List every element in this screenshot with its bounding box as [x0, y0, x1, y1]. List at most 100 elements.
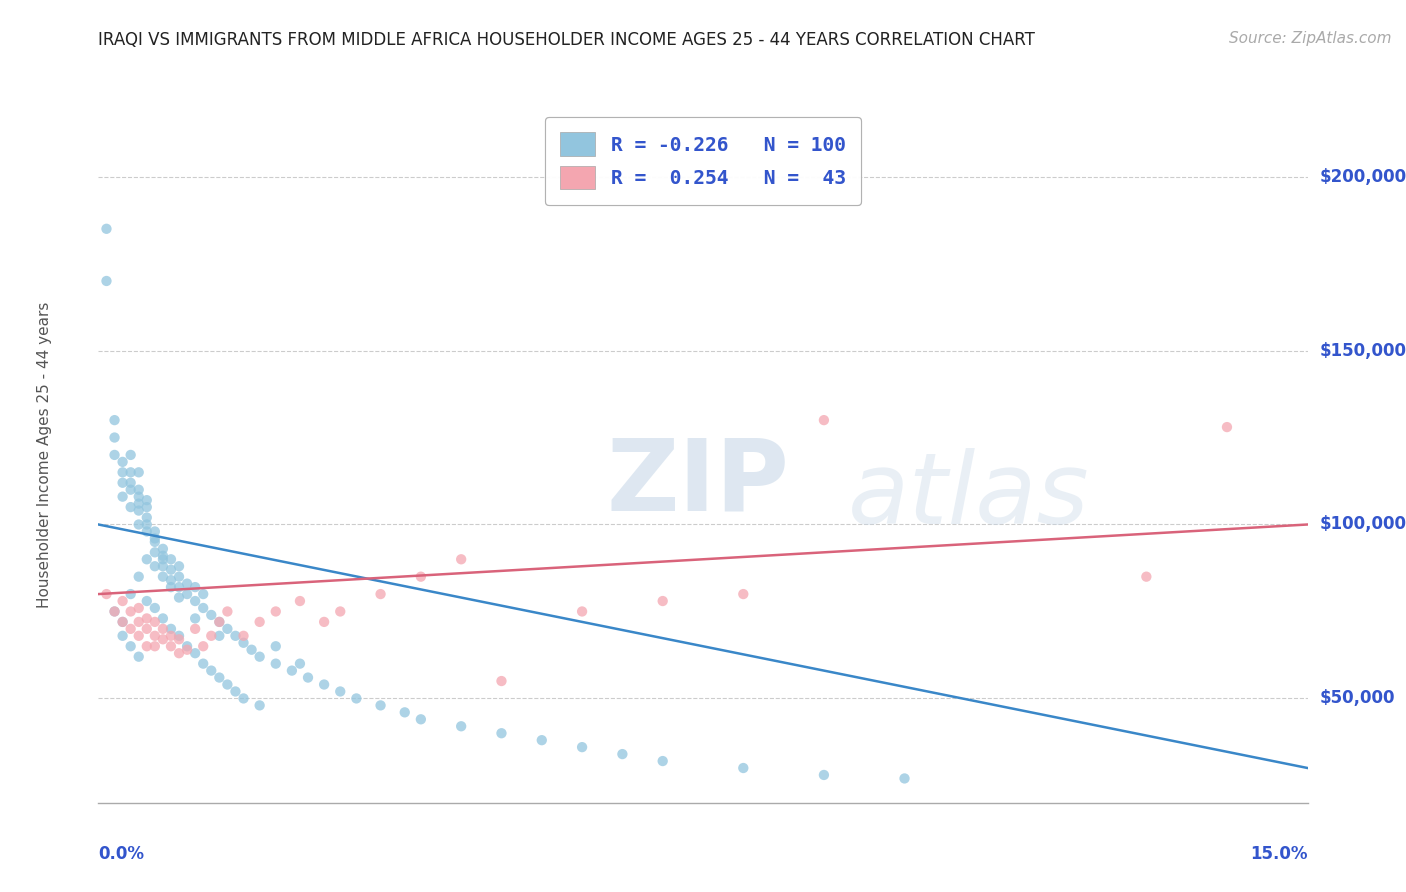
Point: [167, 559, 190, 574]
Point: [152, 559, 174, 574]
Point: [651, 754, 673, 768]
Point: [167, 629, 190, 643]
Point: [128, 517, 150, 532]
Point: [813, 768, 835, 782]
Point: [184, 594, 207, 608]
Point: [264, 605, 287, 619]
Point: [200, 629, 222, 643]
Point: [1216, 420, 1239, 434]
Point: [135, 493, 157, 508]
Point: [530, 733, 553, 747]
Point: [143, 545, 166, 559]
Point: [288, 594, 311, 608]
Point: [96, 587, 118, 601]
Point: [329, 684, 352, 698]
Point: [120, 500, 142, 514]
Text: 15.0%: 15.0%: [1250, 845, 1308, 863]
Point: [143, 615, 166, 629]
Point: [232, 691, 254, 706]
Text: IRAQI VS IMMIGRANTS FROM MIDDLE AFRICA HOUSEHOLDER INCOME AGES 25 - 44 YEARS COR: IRAQI VS IMMIGRANTS FROM MIDDLE AFRICA H…: [98, 31, 1035, 49]
Point: [176, 642, 198, 657]
Point: [184, 611, 207, 625]
Point: [128, 615, 150, 629]
Point: [167, 632, 190, 647]
Point: [111, 594, 134, 608]
Point: [143, 532, 166, 546]
Point: [160, 629, 183, 643]
Point: [103, 605, 125, 619]
Point: [120, 466, 142, 480]
Point: [450, 719, 472, 733]
Point: [208, 615, 231, 629]
Point: [491, 726, 513, 740]
Point: [249, 615, 271, 629]
Point: [128, 570, 150, 584]
Point: [135, 552, 157, 566]
Point: [370, 587, 392, 601]
Point: [297, 671, 319, 685]
Point: [135, 639, 157, 653]
Point: [733, 587, 755, 601]
Point: [409, 570, 432, 584]
Point: [120, 483, 142, 497]
Point: [224, 684, 246, 698]
Point: [128, 490, 150, 504]
Point: [1135, 570, 1157, 584]
Point: [135, 500, 157, 514]
Point: [893, 772, 915, 786]
Point: [409, 712, 432, 726]
Point: [111, 475, 134, 490]
Point: [217, 605, 239, 619]
Point: [249, 649, 271, 664]
Point: [143, 559, 166, 574]
Point: [143, 524, 166, 539]
Point: [103, 605, 125, 619]
Point: [152, 622, 174, 636]
Point: [152, 570, 174, 584]
Point: [249, 698, 271, 713]
Point: [120, 639, 142, 653]
Point: [152, 611, 174, 625]
Point: [217, 622, 239, 636]
Point: [571, 605, 593, 619]
Point: [224, 629, 246, 643]
Point: [128, 497, 150, 511]
Point: [167, 591, 190, 605]
Point: [329, 605, 352, 619]
Point: [288, 657, 311, 671]
Text: $150,000: $150,000: [1320, 342, 1406, 359]
Point: [208, 671, 231, 685]
Point: [167, 570, 190, 584]
Point: [232, 629, 254, 643]
Point: [128, 629, 150, 643]
Point: [160, 552, 183, 566]
Point: [152, 549, 174, 563]
Point: [184, 580, 207, 594]
Point: [96, 221, 118, 235]
Point: [167, 646, 190, 660]
Point: [344, 691, 367, 706]
Point: [135, 517, 157, 532]
Point: [120, 587, 142, 601]
Point: [813, 413, 835, 427]
Point: [193, 657, 215, 671]
Point: [135, 622, 157, 636]
Text: Source: ZipAtlas.com: Source: ZipAtlas.com: [1229, 31, 1392, 46]
Point: [184, 622, 207, 636]
Point: [200, 607, 222, 622]
Text: ZIP: ZIP: [606, 434, 789, 532]
Point: [491, 674, 513, 689]
Point: [128, 649, 150, 664]
Text: $50,000: $50,000: [1320, 690, 1395, 707]
Text: atlas: atlas: [848, 448, 1090, 545]
Point: [450, 552, 472, 566]
Point: [128, 503, 150, 517]
Point: [103, 413, 125, 427]
Point: [111, 629, 134, 643]
Point: [612, 747, 634, 761]
Point: [176, 576, 198, 591]
Point: [120, 448, 142, 462]
Point: [135, 611, 157, 625]
Point: [120, 475, 142, 490]
Point: [135, 594, 157, 608]
